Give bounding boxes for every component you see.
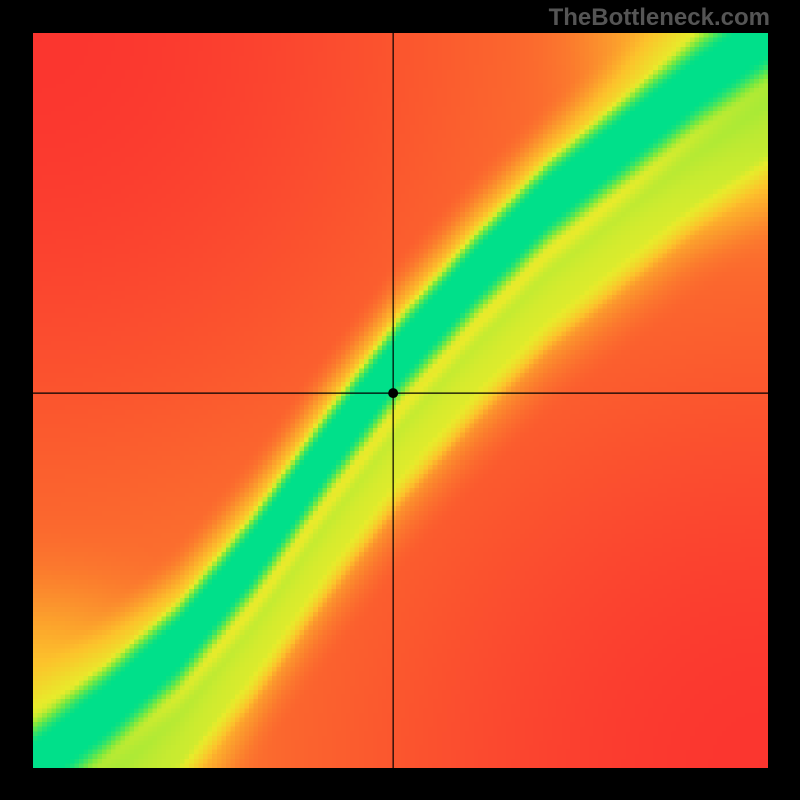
watermark-text: TheBottleneck.com — [549, 4, 770, 32]
chart-container: TheBottleneck.com — [0, 0, 800, 800]
bottleneck-heatmap — [33, 33, 768, 768]
